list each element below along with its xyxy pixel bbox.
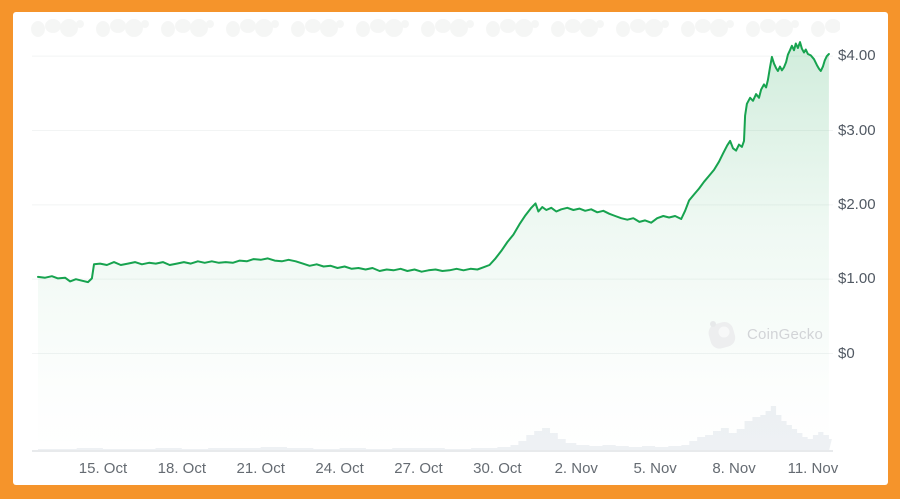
- x-axis-tick-label: 11. Nov: [787, 460, 839, 477]
- y-axis-tick-label: $0: [838, 344, 855, 362]
- x-axis-tick-label: 24. Oct: [315, 460, 364, 477]
- x-axis-tick-label: 27. Oct: [394, 460, 443, 477]
- price-area-fill: [38, 42, 829, 451]
- x-axis-tick-label: 21. Oct: [236, 460, 285, 477]
- x-axis-tick-label: 2. Nov: [554, 460, 598, 477]
- x-axis-tick-label: 5. Nov: [633, 460, 677, 477]
- y-axis-tick-label: $1.00: [838, 270, 876, 288]
- y-axis-tick-label: $3.00: [838, 121, 876, 139]
- y-axis-tick-label: $2.00: [838, 195, 876, 213]
- price-line: [37, 41, 830, 284]
- y-axis-tick-label: $4.00: [838, 47, 876, 65]
- x-axis-tick-label: 18. Oct: [157, 460, 207, 477]
- x-axis-tick-label: 15. Oct: [78, 460, 128, 477]
- x-axis-tick-label: 30. Oct: [473, 460, 522, 477]
- x-axis-tick-label: 8. Nov: [712, 460, 756, 477]
